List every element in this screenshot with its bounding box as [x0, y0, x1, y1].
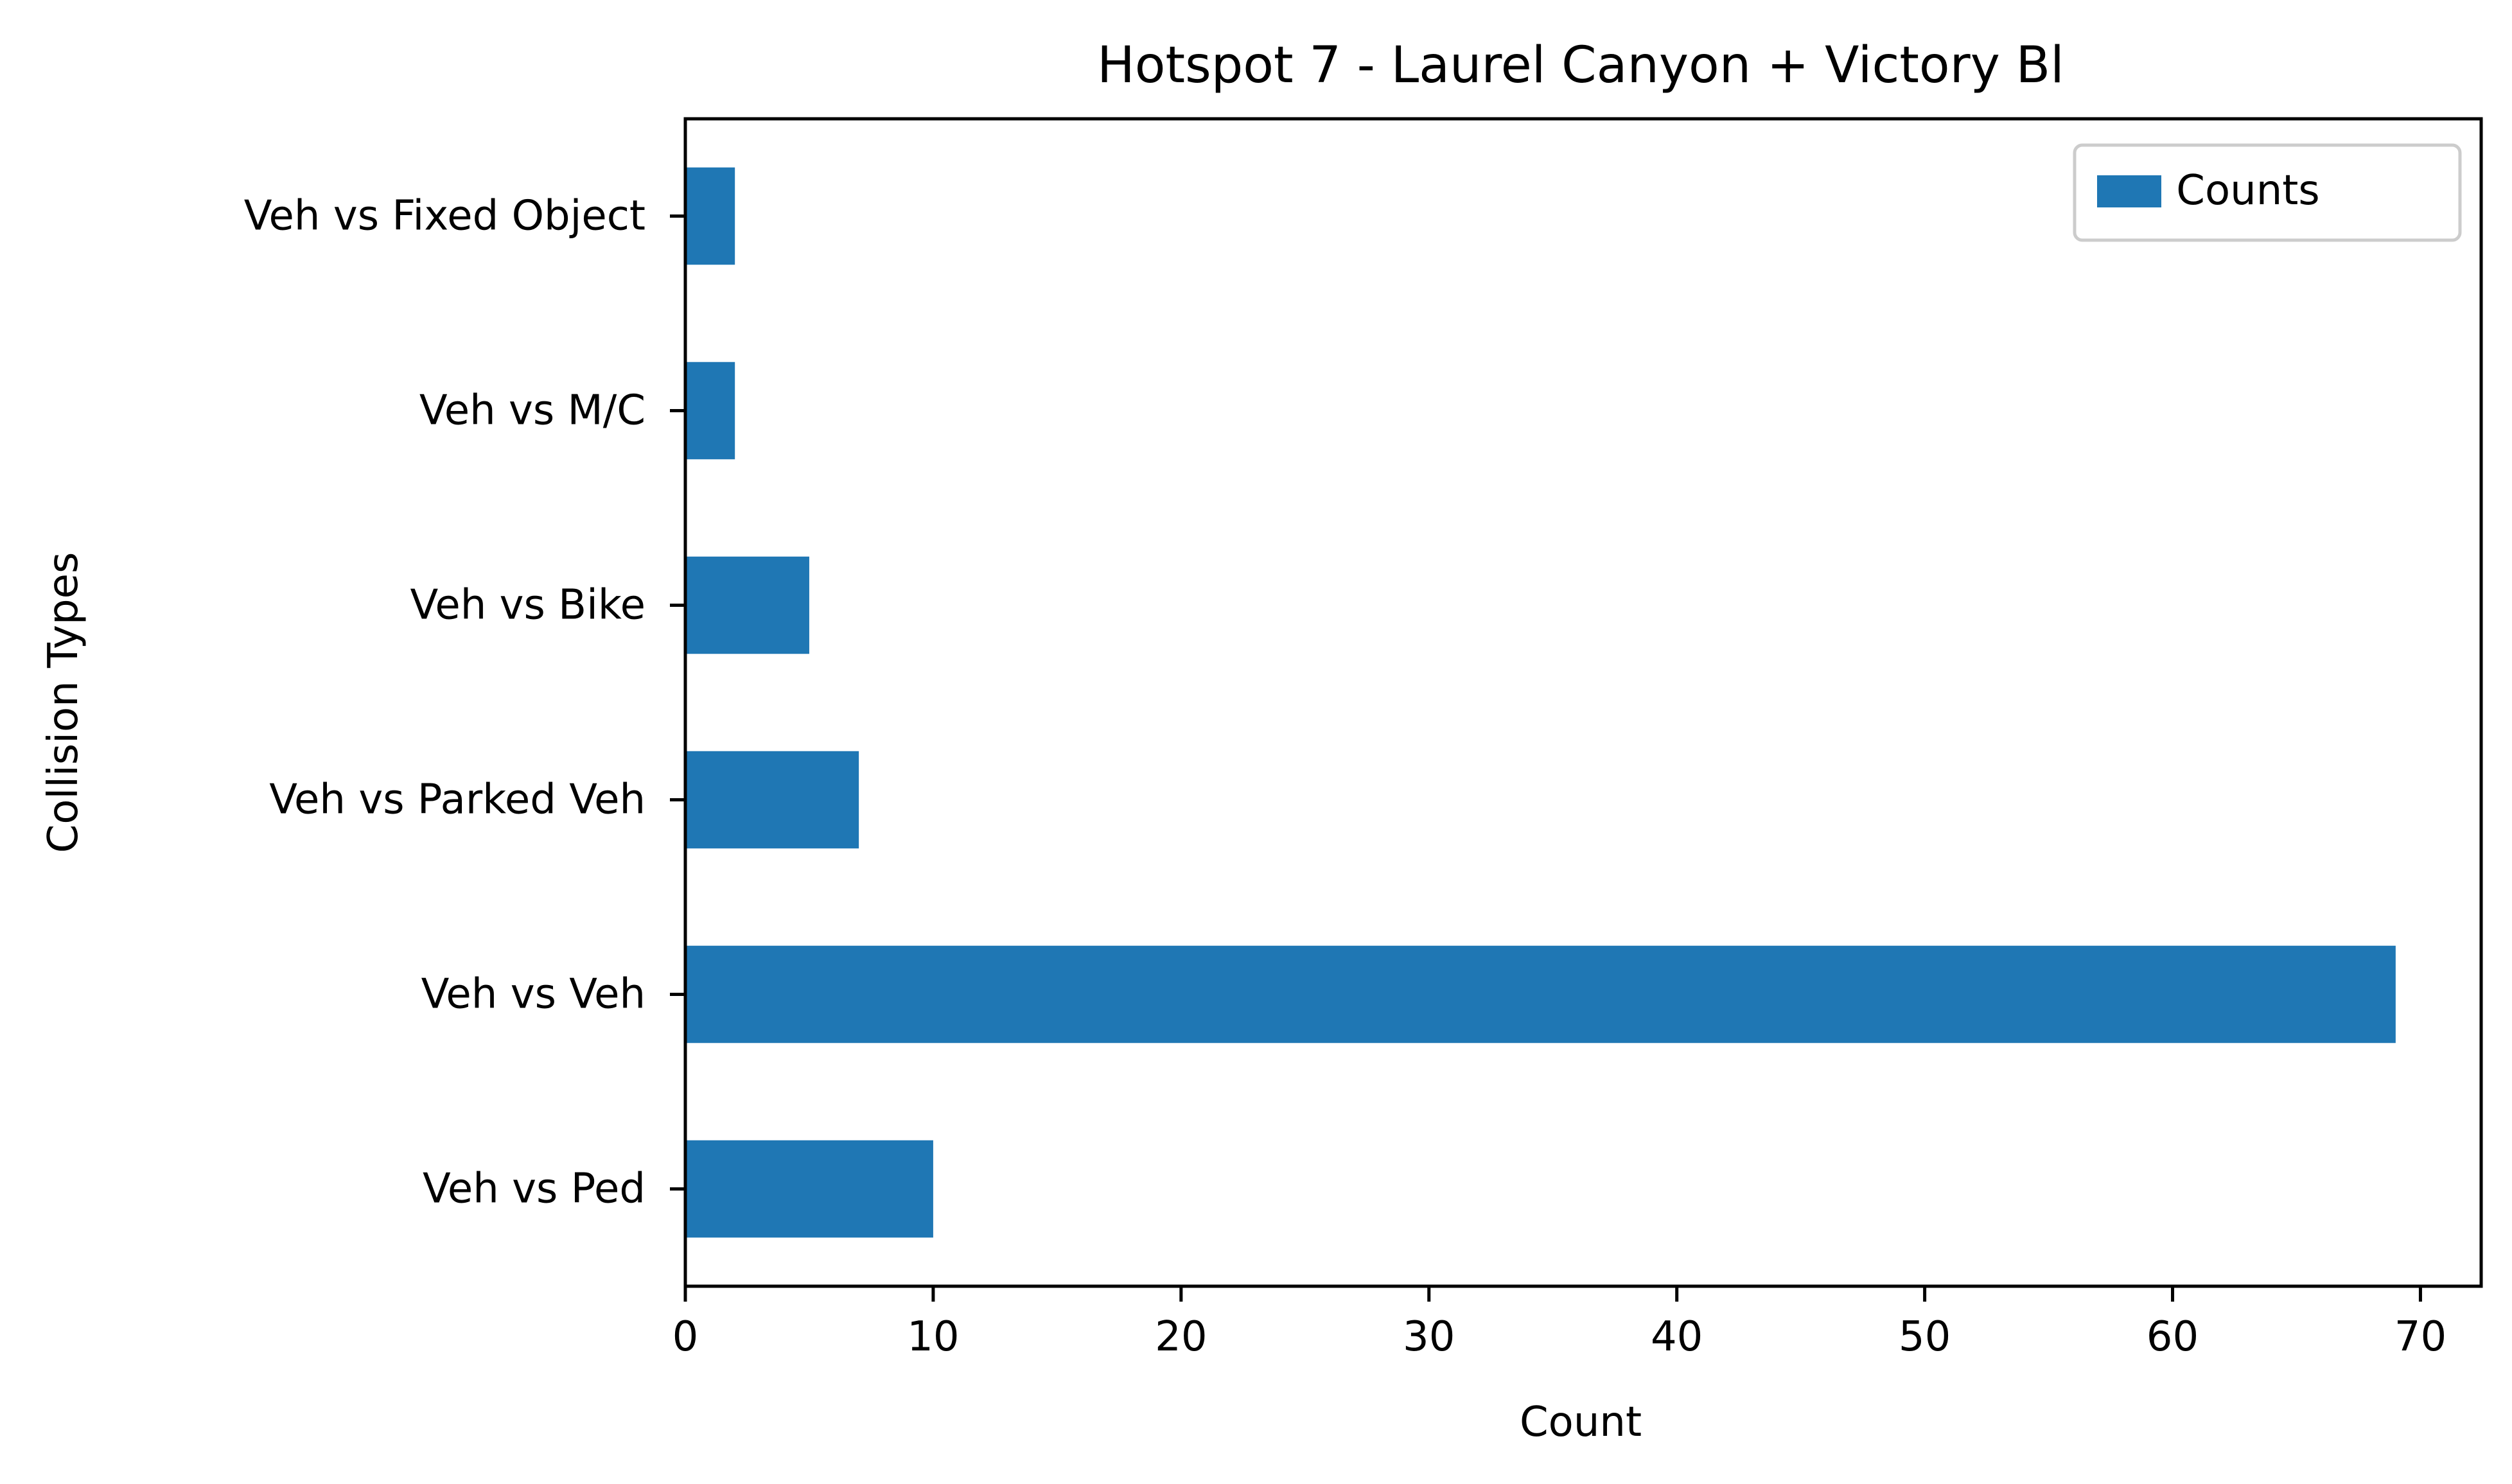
x-tick-label-40: 40	[1651, 1313, 1703, 1361]
bar-veh-vs-m-c	[685, 362, 735, 460]
y-axis: Veh vs Ped Veh vs Veh Veh vs Parked Veh Veh…	[244, 193, 685, 1213]
y-tick-label-veh-vs-bike: Veh vs Bike	[410, 582, 646, 629]
chart-title: Hotspot 7 - Laurel Canyon + Victory Bl	[1097, 37, 2064, 94]
bar-veh-vs-ped	[685, 1140, 933, 1238]
x-tick-label-50: 50	[1899, 1313, 1951, 1361]
bars-group	[685, 167, 2396, 1238]
y-axis-label: Collision Types	[40, 552, 87, 853]
legend: Counts	[2073, 143, 2462, 242]
bar-veh-vs-parked-veh	[685, 751, 859, 849]
legend-label-counts: Counts	[2176, 167, 2319, 214]
y-tick-label-veh-vs-m-c: Veh vs M/C	[419, 387, 646, 435]
x-tick-label-30: 30	[1403, 1313, 1455, 1361]
legend-swatch	[2097, 175, 2161, 207]
x-axis-label: Count	[1520, 1399, 1642, 1446]
y-tick-label-veh-vs-veh: Veh vs Veh	[421, 971, 646, 1018]
x-tick-label-0: 0	[672, 1313, 699, 1361]
x-tick-label-70: 70	[2394, 1313, 2446, 1361]
bar-veh-vs-fixed-object	[685, 167, 735, 265]
bar-veh-vs-veh	[685, 945, 2396, 1043]
legend-box	[2073, 143, 2462, 242]
y-tick-label-veh-vs-fixed-object: Veh vs Fixed Object	[244, 193, 646, 240]
x-axis: 0 10 20 30 40 50 60 70	[672, 1286, 2446, 1361]
x-tick-label-20: 20	[1155, 1313, 1207, 1361]
y-tick-label-veh-vs-parked-veh: Veh vs Parked Veh	[269, 776, 646, 824]
y-tick-label-veh-vs-ped: Veh vs Ped	[423, 1165, 646, 1213]
plot-area-frame	[683, 117, 2483, 1288]
x-tick-label-60: 60	[2147, 1313, 2199, 1361]
x-tick-label-10: 10	[907, 1313, 959, 1361]
bar-veh-vs-bike	[685, 556, 809, 654]
